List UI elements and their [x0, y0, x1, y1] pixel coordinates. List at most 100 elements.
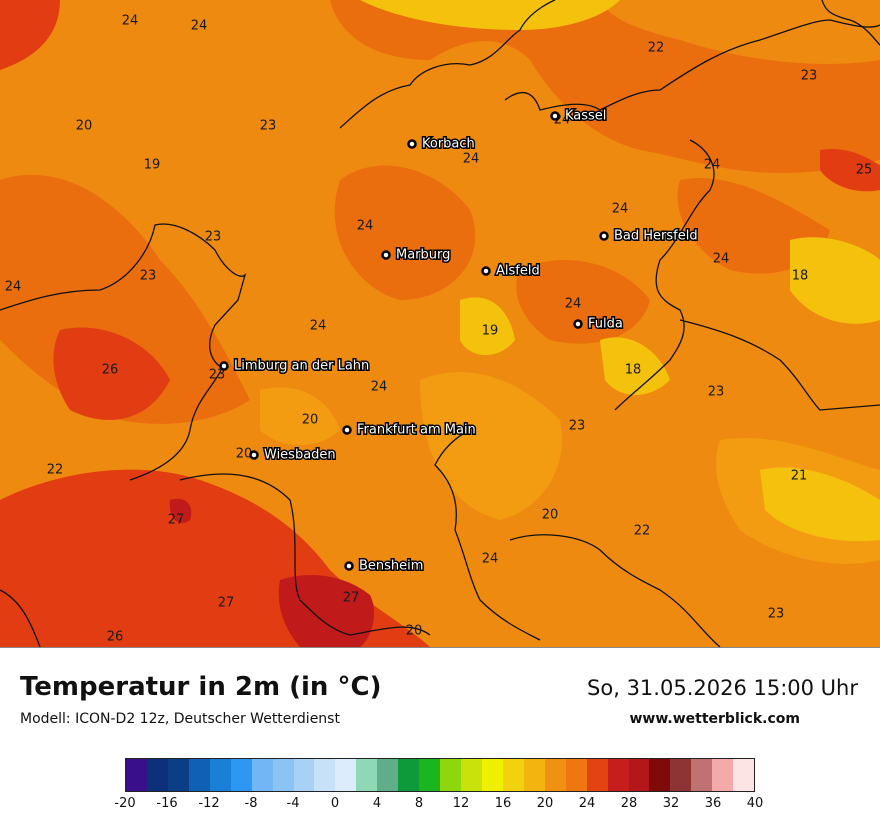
legend-swatch — [356, 759, 378, 791]
temperature-value: 23 — [205, 230, 222, 245]
city-marker[interactable]: Frankfurt am Main — [342, 421, 477, 439]
legend-ticks: -20 -16 -12 -8 -4 0 4 8 12 16 20 24 28 32 36 40 — [114, 796, 763, 816]
temperature-value: 27 — [343, 591, 360, 606]
city-dot-icon — [342, 425, 352, 435]
temperature-value: 20 — [302, 413, 319, 428]
city-marker[interactable]: Marburg — [381, 246, 452, 264]
color-legend — [125, 758, 755, 792]
temperature-value: 24 — [310, 319, 327, 334]
legend-tick-label: -20 — [114, 796, 136, 811]
temperature-value: 24 — [482, 552, 499, 567]
legend-swatch — [272, 759, 294, 791]
city-label: Limburg an der Lahn — [234, 359, 369, 374]
legend-tick-label: 24 — [578, 796, 596, 811]
temperature-value: 20 — [406, 624, 423, 639]
legend-tick-label: -8 — [244, 796, 258, 811]
temperature-value: 22 — [47, 463, 64, 478]
temperature-value: 18 — [625, 363, 642, 378]
temperature-value: 23 — [260, 119, 277, 134]
city-marker[interactable]: Wiesbaden — [249, 446, 337, 464]
legend-swatch — [146, 759, 168, 791]
temperature-value: 24 — [191, 19, 208, 34]
legend-swatch — [649, 759, 671, 791]
legend-swatch — [565, 759, 587, 791]
legend-tick-label: 40 — [746, 796, 764, 811]
temperature-value: 20 — [236, 447, 253, 462]
legend-tick-label: -12 — [198, 796, 220, 811]
legend-swatch — [440, 759, 461, 791]
legend-tick-label: 12 — [452, 796, 470, 811]
model-info: Modell: ICON-D2 12z, Deutscher Wetterdie… — [20, 711, 340, 727]
city-markers: Kassel Korbach Bad Hersfeld Marburg Alsfeld F… — [219, 107, 699, 575]
field-24b — [334, 165, 830, 344]
temperature-value: 22 — [648, 41, 665, 56]
legend-tick-label: 28 — [620, 796, 638, 811]
city-dot-icon — [550, 111, 560, 121]
temperature-value: 23 — [768, 607, 785, 622]
city-label: Frankfurt am Main — [357, 423, 476, 438]
legend-swatch — [733, 759, 755, 791]
legend-tick-label: 8 — [414, 796, 424, 811]
temperature-value: 19 — [144, 158, 161, 173]
temperature-value: 18 — [792, 269, 809, 284]
temperature-value: 23 — [209, 368, 226, 383]
city-dot-icon — [344, 561, 354, 571]
legend-swatch — [293, 759, 315, 791]
field-20 — [260, 372, 880, 564]
temperature-value: 20 — [76, 119, 93, 134]
legend-swatch — [523, 759, 545, 791]
legend-swatch — [209, 759, 231, 791]
border-south-2 — [509, 534, 721, 647]
city-marker[interactable]: Korbach — [407, 135, 476, 153]
legend-tick-label: 0 — [330, 796, 340, 811]
city-label: Bensheim — [359, 559, 423, 574]
border-east-2 — [679, 319, 880, 411]
temperature-value: 24 — [463, 152, 480, 167]
city-label: Alsfeld — [496, 264, 540, 279]
city-dot-icon — [219, 361, 229, 371]
city-dot-icon — [481, 266, 491, 276]
field-24 — [0, 0, 880, 424]
city-marker[interactable]: Limburg an der Lahn — [219, 357, 371, 375]
legend-swatch — [419, 759, 441, 791]
temperature-value: 27 — [168, 513, 185, 528]
temperature-value: 21 — [791, 469, 808, 484]
legend-swatch — [167, 759, 189, 791]
legend-swatch — [607, 759, 629, 791]
map-title: Temperatur in 2m (in °C) — [20, 672, 382, 702]
legend-swatch — [502, 759, 524, 791]
city-dot-icon — [573, 319, 583, 329]
field-26 — [0, 0, 880, 647]
temperature-value: 26 — [107, 630, 124, 645]
temperature-value: 24 — [122, 14, 139, 29]
border-north-2 — [504, 19, 880, 111]
legend-swatch — [544, 759, 566, 791]
border-south-3 — [179, 473, 431, 636]
city-marker[interactable]: Alsfeld — [481, 262, 541, 280]
legend-swatch — [691, 759, 713, 791]
city-dot-icon — [249, 450, 259, 460]
city-dot-icon — [407, 139, 417, 149]
temperature-value: 24 — [704, 158, 721, 173]
temperature-map[interactable]: 24 24 22 23 20 23 24 24 19 24 25 24 24 23 24 23 18 24 24 24… — [0, 0, 880, 647]
field-18 — [360, 0, 880, 542]
city-label: Wiesbaden — [264, 448, 336, 463]
legend-swatch — [398, 759, 420, 791]
city-marker[interactable]: Bensheim — [344, 557, 425, 575]
legend-swatch — [251, 759, 273, 791]
border-north-1 — [339, 0, 556, 129]
legend-swatch — [335, 759, 357, 791]
website-link[interactable]: www.wetterblick.com — [629, 711, 801, 727]
legend-swatch — [670, 759, 692, 791]
temperature-value: 24 — [5, 280, 22, 295]
city-marker[interactable]: Bad Hersfeld — [599, 227, 699, 245]
city-marker[interactable]: Fulda — [573, 315, 624, 333]
legend-swatch — [712, 759, 734, 791]
city-marker[interactable]: Kassel — [550, 107, 608, 125]
border-south-1 — [434, 429, 541, 641]
legend-tick-label: 32 — [662, 796, 680, 811]
temperature-value: 23 — [801, 69, 818, 84]
legend-swatch — [188, 759, 210, 791]
city-label: Marburg — [396, 248, 450, 263]
field-22 — [0, 0, 880, 647]
